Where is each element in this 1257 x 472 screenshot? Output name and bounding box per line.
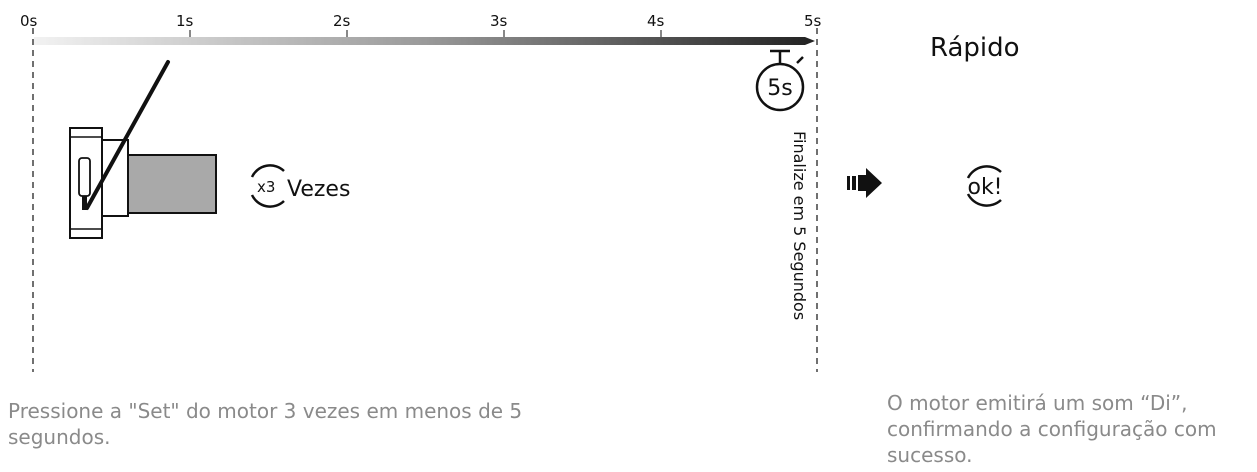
set-button xyxy=(78,157,91,197)
timeline-bar xyxy=(34,37,815,45)
ok-confirm-icon: ok! xyxy=(966,165,1003,207)
caption-right: O motor emitirá um som “Di”, confirmando… xyxy=(887,391,1217,467)
tick-label-3s: 3s xyxy=(490,12,508,30)
press-count-label: Vezes xyxy=(287,177,350,202)
motor-illustration xyxy=(69,60,217,239)
stopwatch-icon: 5s xyxy=(755,49,805,112)
stopwatch-label: 5s xyxy=(767,76,792,101)
pen-tool xyxy=(85,60,170,210)
tick-label-4s: 4s xyxy=(647,12,665,30)
mode-title: Rápido xyxy=(930,33,1020,63)
tick-label-2s: 2s xyxy=(333,12,351,30)
tick-label-5s: 5s xyxy=(804,12,822,30)
press-multiplier: x3 xyxy=(257,178,275,196)
tick-label-0s: 0s xyxy=(20,12,38,30)
tick-label-1s: 1s xyxy=(176,12,194,30)
arrow-right-icon xyxy=(847,168,882,198)
timeline-tick-labels: 0s 1s 2s 3s 4s 5s xyxy=(20,12,822,30)
caption-left: Pressione a "Set" do motor 3 vezes em me… xyxy=(8,399,523,449)
motor-body xyxy=(127,154,217,214)
ok-label: ok! xyxy=(967,175,1002,200)
repeat-icon: x3 xyxy=(250,164,285,208)
finish-label: Finalize em 5 Segundos xyxy=(790,131,809,320)
